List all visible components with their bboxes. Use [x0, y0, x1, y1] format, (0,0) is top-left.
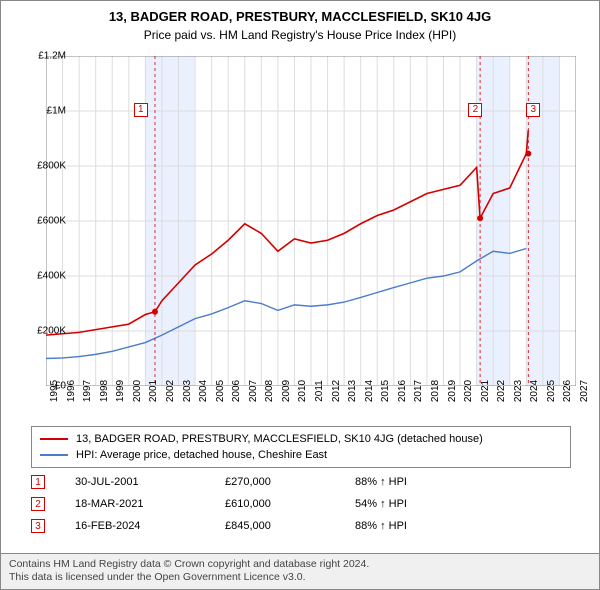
x-tick-label: 2022	[496, 380, 507, 402]
sale-number-badge: 3	[31, 519, 45, 533]
y-tick-label: £800K	[37, 161, 66, 172]
x-tick-label: 2020	[463, 380, 474, 402]
sale-marker-label: 1	[134, 103, 148, 117]
chart-container: 13, BADGER ROAD, PRESTBURY, MACCLESFIELD…	[0, 0, 600, 590]
x-tick-label: 2026	[562, 380, 573, 402]
x-tick-label: 2014	[364, 380, 375, 402]
x-tick-label: 2007	[248, 380, 259, 402]
x-tick-label: 2000	[132, 380, 143, 402]
chart-plot-area	[46, 56, 576, 386]
sale-number-badge: 1	[31, 475, 45, 489]
y-tick-label: £200K	[37, 326, 66, 337]
x-tick-label: 2005	[215, 380, 226, 402]
y-tick-label: £600K	[37, 216, 66, 227]
legend-item: 13, BADGER ROAD, PRESTBURY, MACCLESFIELD…	[40, 431, 562, 447]
sale-pct: 88% ↑ HPI	[355, 520, 445, 532]
legend-swatch	[40, 438, 68, 440]
x-tick-label: 2012	[331, 380, 342, 402]
x-tick-label: 2011	[314, 380, 325, 402]
x-tick-label: 2016	[397, 380, 408, 402]
title-area: 13, BADGER ROAD, PRESTBURY, MACCLESFIELD…	[1, 1, 599, 46]
x-tick-label: 1998	[99, 380, 110, 402]
sale-price: £270,000	[225, 476, 355, 488]
x-tick-label: 2006	[231, 380, 242, 402]
sale-number-badge: 2	[31, 497, 45, 511]
legend-label: HPI: Average price, detached house, Ches…	[76, 449, 327, 461]
sale-date: 18-MAR-2021	[75, 498, 225, 510]
footer-line1: Contains HM Land Registry data © Crown c…	[9, 558, 591, 572]
sale-marker-label: 3	[526, 103, 540, 117]
x-tick-label: 2023	[513, 380, 524, 402]
x-tick-label: 2013	[347, 380, 358, 402]
legend: 13, BADGER ROAD, PRESTBURY, MACCLESFIELD…	[31, 426, 571, 468]
footer-line2: This data is licensed under the Open Gov…	[9, 571, 591, 585]
x-tick-label: 2017	[413, 380, 424, 402]
x-tick-label: 2002	[165, 380, 176, 402]
y-tick-label: £400K	[37, 271, 66, 282]
x-tick-label: 1995	[49, 380, 60, 402]
x-tick-label: 2025	[546, 380, 557, 402]
x-tick-label: 2024	[529, 380, 540, 402]
sale-marker-label: 2	[468, 103, 482, 117]
sale-price: £610,000	[225, 498, 355, 510]
x-tick-label: 2008	[264, 380, 275, 402]
x-tick-label: 2015	[380, 380, 391, 402]
x-tick-label: 1996	[66, 380, 77, 402]
sales-table: 130-JUL-2001£270,00088% ↑ HPI218-MAR-202…	[31, 471, 571, 537]
sale-row: 1 30-JUL-2001£270,00088% ↑ HPI	[31, 471, 571, 493]
y-tick-label: £1.2M	[38, 51, 66, 62]
x-tick-label: 2027	[579, 380, 590, 402]
sale-price: £845,000	[225, 520, 355, 532]
x-tick-label: 2019	[447, 380, 458, 402]
sale-date: 30-JUL-2001	[75, 476, 225, 488]
title-subtitle: Price paid vs. HM Land Registry's House …	[1, 28, 599, 42]
x-tick-label: 2004	[198, 380, 209, 402]
x-tick-label: 2001	[148, 380, 159, 402]
x-tick-label: 2018	[430, 380, 441, 402]
x-tick-label: 2009	[281, 380, 292, 402]
y-tick-label: £1M	[47, 106, 66, 117]
legend-item: HPI: Average price, detached house, Ches…	[40, 447, 562, 463]
sale-pct: 88% ↑ HPI	[355, 476, 445, 488]
x-tick-label: 1999	[115, 380, 126, 402]
x-tick-label: 2021	[480, 380, 491, 402]
title-address: 13, BADGER ROAD, PRESTBURY, MACCLESFIELD…	[1, 9, 599, 24]
legend-swatch	[40, 454, 68, 456]
sale-pct: 54% ↑ HPI	[355, 498, 445, 510]
x-tick-label: 1997	[82, 380, 93, 402]
sale-row: 2 18-MAR-2021£610,00054% ↑ HPI	[31, 493, 571, 515]
x-tick-label: 2010	[297, 380, 308, 402]
sale-row: 3 16-FEB-2024£845,00088% ↑ HPI	[31, 515, 571, 537]
legend-label: 13, BADGER ROAD, PRESTBURY, MACCLESFIELD…	[76, 433, 483, 445]
sale-date: 16-FEB-2024	[75, 520, 225, 532]
x-tick-label: 2003	[182, 380, 193, 402]
line-chart-svg	[46, 56, 576, 386]
footer-attribution: Contains HM Land Registry data © Crown c…	[1, 553, 599, 589]
